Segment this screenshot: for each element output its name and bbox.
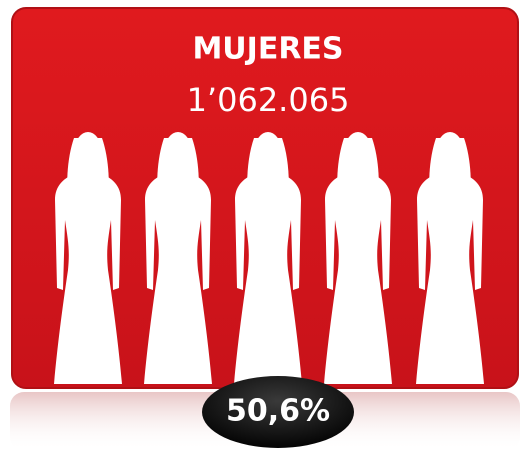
percentage-label: 50,6%	[226, 394, 330, 429]
card-count: 1’062.065	[187, 81, 350, 119]
card-title: MUJERES	[192, 32, 343, 67]
percentage-badge	[202, 376, 354, 448]
